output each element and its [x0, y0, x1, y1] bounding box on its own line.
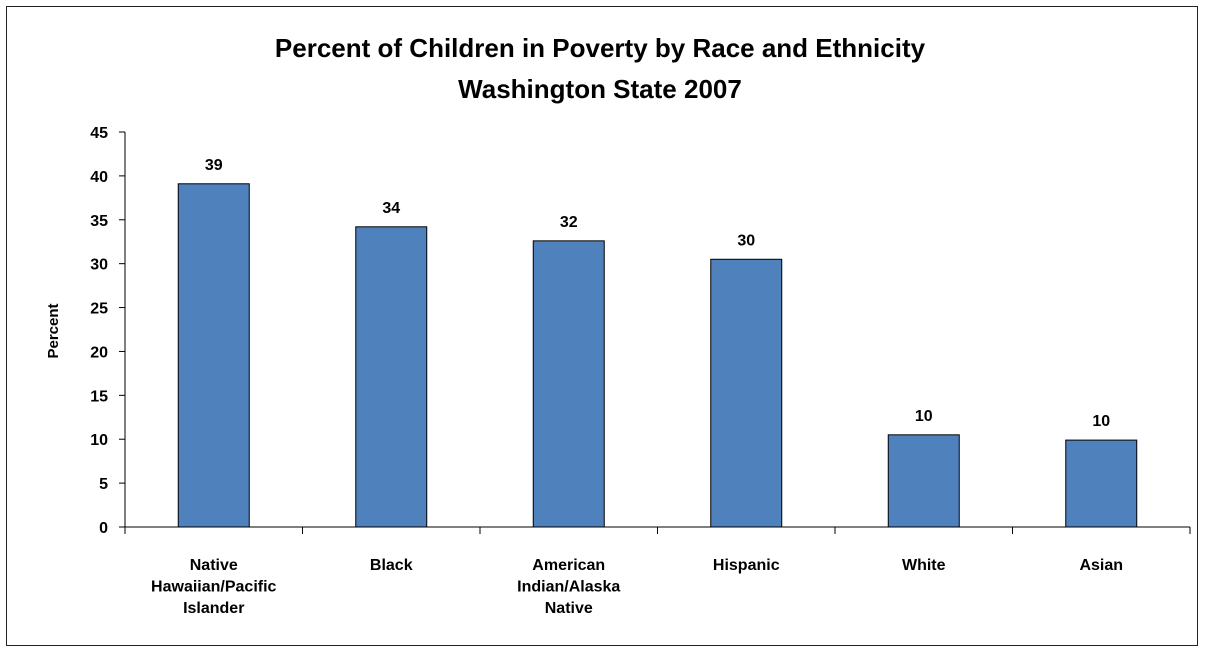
category-label-line: Indian/Alaska: [517, 579, 620, 596]
bars-group: [177, 183, 1138, 528]
labels-group: 39 Native Hawaiian/Pacific Islander 34 Black 3…: [151, 157, 1123, 617]
y-tick-label: 10: [90, 432, 108, 449]
y-tick-label: 20: [90, 344, 108, 361]
category-label: Hispanic: [713, 557, 780, 574]
category-label-line: Hawaiian/Pacific: [151, 579, 276, 596]
category-label: American Indian/Alaska Native: [517, 557, 620, 617]
bar: [887, 434, 960, 528]
category-label-line: Native: [190, 557, 238, 574]
y-tick-label: 40: [90, 169, 108, 186]
bar: [532, 240, 605, 528]
data-label: 30: [737, 232, 755, 249]
category-label: Native Hawaiian/Pacific Islander: [151, 557, 276, 617]
data-label: 10: [915, 408, 933, 425]
category-label: White: [902, 557, 946, 574]
y-tick-label: 15: [90, 388, 108, 405]
y-tick-label: 45: [90, 125, 108, 142]
data-label: 10: [1092, 413, 1110, 430]
y-axis-label: Percent: [45, 303, 62, 358]
bar: [1065, 439, 1138, 528]
category-label-line: Hispanic: [713, 557, 780, 574]
bar: [177, 183, 250, 528]
y-tick-label: 25: [90, 301, 108, 318]
y-tick-label: 35: [90, 213, 108, 230]
y-tick-label: 0: [99, 520, 108, 537]
data-label: 39: [205, 157, 223, 174]
data-label: 32: [560, 214, 578, 231]
chart-title: Percent of Children in Poverty by Race a…: [275, 33, 926, 63]
category-label-line: Native: [545, 600, 593, 617]
chart-subtitle: Washington State 2007: [458, 74, 742, 104]
bar: [355, 226, 428, 528]
data-label: 34: [382, 200, 400, 217]
category-label-line: White: [902, 557, 946, 574]
axes-group: 0 5 10 15 20 25 30 35 40 45: [90, 125, 1191, 537]
category-label-line: Black: [370, 557, 413, 574]
category-label-line: American: [532, 557, 605, 574]
y-tick-label: 5: [99, 476, 108, 493]
category-label: Asian: [1079, 557, 1123, 574]
category-label-line: Asian: [1079, 557, 1123, 574]
y-tick-label: 30: [90, 257, 108, 274]
category-label-line: Islander: [183, 600, 244, 617]
bar: [710, 258, 783, 528]
category-label: Black: [370, 557, 413, 574]
